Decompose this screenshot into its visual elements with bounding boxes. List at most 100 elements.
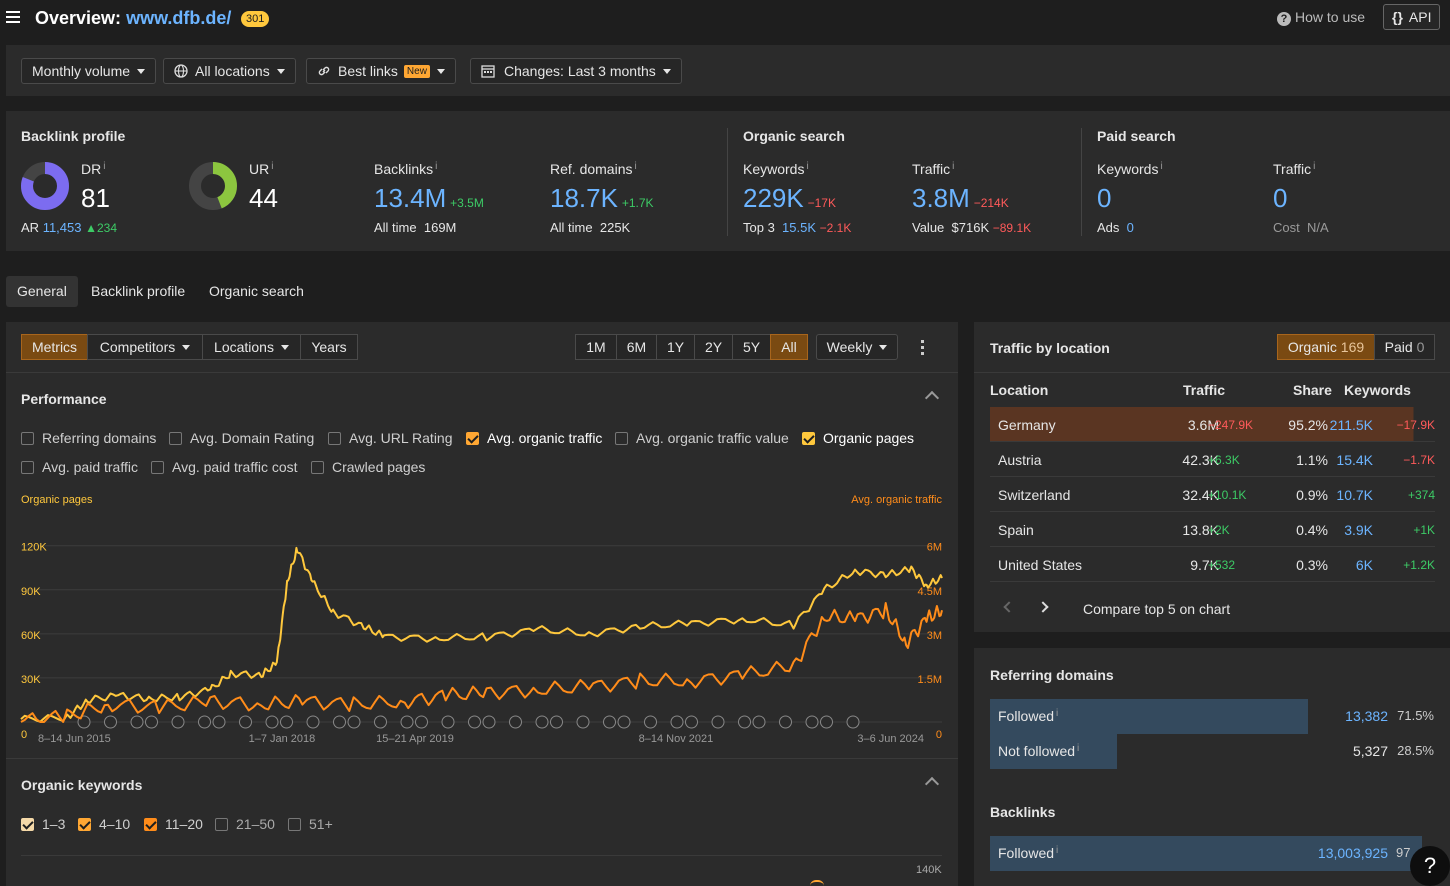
organic-keywords-value[interactable]: 229K [743, 183, 804, 213]
globe-icon [174, 64, 188, 78]
paid-toggle[interactable]: Paid 0 [1374, 334, 1435, 360]
monthly-volume-dropdown[interactable]: Monthly volume [21, 58, 157, 84]
google-update-marker [805, 715, 819, 729]
backlinks-followed-count[interactable]: 13,003,925 [1317, 845, 1388, 861]
google-update-marker [374, 715, 387, 729]
google-update-marker [280, 715, 293, 729]
organic-toggle[interactable]: Organic 169 [1277, 334, 1375, 360]
option-avg-url-rating[interactable]: Avg. URL Rating [328, 430, 453, 446]
range-1m[interactable]: 1M [575, 334, 617, 360]
help-button[interactable]: ? [1410, 846, 1450, 886]
interval-dropdown[interactable]: Weekly [816, 334, 898, 360]
column-location[interactable]: Location [990, 382, 1049, 398]
checkbox[interactable] [78, 818, 91, 831]
checkbox[interactable] [288, 818, 301, 831]
checkbox[interactable] [169, 432, 182, 445]
more-options-icon[interactable] [921, 340, 925, 355]
range-1y[interactable]: 1Y [656, 334, 695, 360]
option-kw-21-50[interactable]: 21–50 [215, 816, 275, 832]
backlinks-followed-pct: 97 [1396, 845, 1411, 860]
google-update-marker [779, 715, 792, 729]
location-keywords[interactable]: 211.5K [1329, 417, 1373, 433]
paid-traffic-value[interactable]: 0 [1273, 183, 1288, 213]
location-name[interactable]: Austria [998, 452, 1042, 468]
compare-top5-link[interactable]: Compare top 5 on chart [1083, 601, 1231, 617]
range-6m[interactable]: 6M [616, 334, 657, 360]
location-keywords[interactable]: 10.7K [1336, 487, 1373, 503]
top3-value[interactable]: 15.5K [782, 220, 817, 235]
how-to-use-link[interactable]: ? How to use [1277, 9, 1365, 26]
backlinks-title: Backlinks [990, 804, 1056, 820]
checkbox[interactable] [144, 818, 157, 831]
google-update-marker [820, 715, 833, 729]
tab-backlink-profile[interactable]: Backlink profile [91, 283, 186, 299]
location-row[interactable]: Austria 42.3K +6.3K 1.1% 15.4K −1.7K [990, 442, 1435, 477]
organic-traffic-value[interactable]: 3.8M [912, 183, 970, 213]
api-button[interactable]: {} API [1383, 4, 1441, 30]
range-all[interactable]: All [770, 334, 808, 360]
tab-general[interactable]: General [6, 276, 78, 307]
checkbox[interactable] [21, 432, 34, 445]
years-button[interactable]: Years [300, 334, 358, 360]
option-avg-organic-traffic-value[interactable]: Avg. organic traffic value [615, 430, 789, 446]
option-avg-paid-traffic[interactable]: Avg. paid traffic [21, 459, 138, 475]
ads-value[interactable]: 0 [1126, 220, 1134, 235]
location-keywords[interactable]: 6K [1355, 557, 1373, 573]
option-crawled-pages[interactable]: Crawled pages [311, 459, 425, 475]
location-name[interactable]: United States [998, 557, 1083, 573]
best-links-dropdown[interactable]: Best links New [306, 58, 456, 84]
option-avg-domain-rating[interactable]: Avg. Domain Rating [169, 430, 314, 446]
changes-dropdown[interactable]: Changes: Last 3 months [470, 58, 682, 84]
traffic-value: $716K [951, 220, 990, 235]
option-kw-11-20[interactable]: 11–20 [144, 816, 203, 832]
location-row[interactable]: Germany 3.6M −247.9K 95.2% 211.5K −17.9K [990, 407, 1435, 442]
location-keywords[interactable]: 15.4K [1336, 452, 1373, 468]
option-organic-pages[interactable]: Organic pages [802, 430, 914, 446]
location-keywords[interactable]: 3.9K [1344, 522, 1373, 538]
tab-organic-search[interactable]: Organic search [209, 283, 304, 299]
option-avg-paid-traffic-cost[interactable]: Avg. paid traffic cost [151, 459, 298, 475]
checkbox[interactable] [151, 461, 164, 474]
domain-link[interactable]: www.dfb.de/ [126, 8, 232, 28]
metrics-button[interactable]: Metrics [21, 334, 88, 360]
google-update-marker [685, 715, 698, 729]
range-2y[interactable]: 2Y [694, 334, 733, 360]
location-name[interactable]: Switzerland [998, 487, 1071, 503]
range-5y[interactable]: 5Y [732, 334, 771, 360]
column-traffic[interactable]: Traffic [1183, 382, 1226, 398]
backlinks-label: Backlinks [374, 161, 434, 177]
option-kw-1-3[interactable]: 1–3 [21, 816, 65, 832]
option-avg-organic-traffic[interactable]: Avg. organic traffic [466, 430, 602, 446]
paid-keywords-value[interactable]: 0 [1097, 183, 1112, 213]
refdomains-value[interactable]: 18.7K [550, 183, 618, 213]
location-row[interactable]: Switzerland 32.4K +10.1K 0.9% 10.7K +374 [990, 477, 1435, 512]
checkbox[interactable] [466, 432, 479, 445]
checkbox[interactable] [311, 461, 324, 474]
organic-traffic-delta: −214K [973, 196, 1009, 210]
series-line-avg-organic-traffic [20, 602, 943, 723]
column-share[interactable]: Share [1293, 382, 1332, 398]
option-kw-51plus[interactable]: 51+ [288, 816, 333, 832]
backlinks-value[interactable]: 13.4M [374, 183, 447, 213]
checkbox[interactable] [328, 432, 341, 445]
locations-dropdown[interactable]: All locations [163, 58, 296, 84]
location-row[interactable]: United States 9.7K +532 0.3% 6K +1.2K [990, 547, 1435, 582]
competitors-dropdown[interactable]: Competitors [87, 334, 203, 360]
location-name[interactable]: Spain [998, 522, 1034, 538]
checkbox[interactable] [802, 432, 815, 445]
checkbox[interactable] [21, 461, 34, 474]
chart-locations-dropdown[interactable]: Locations [202, 334, 301, 360]
followed-count[interactable]: 13,382 [1345, 708, 1388, 724]
checkbox[interactable] [615, 432, 628, 445]
location-name[interactable]: Germany [998, 417, 1056, 433]
checkbox[interactable] [215, 818, 228, 831]
menu-icon[interactable] [6, 11, 20, 23]
location-row[interactable]: Spain 13.8K +2K 0.4% 3.9K +1K [990, 512, 1435, 547]
checkbox[interactable] [21, 818, 34, 831]
column-keywords[interactable]: Keywords [1344, 382, 1411, 398]
ar-value[interactable]: 11,453 [42, 220, 82, 235]
option-kw-4-10[interactable]: 4–10 [78, 816, 130, 832]
option-referring-domains[interactable]: Referring domains [21, 430, 156, 446]
performance-chart[interactable]: Organic pages Avg. organic traffic 120K 6M 9… [6, 488, 958, 750]
google-update-marker [670, 715, 684, 729]
